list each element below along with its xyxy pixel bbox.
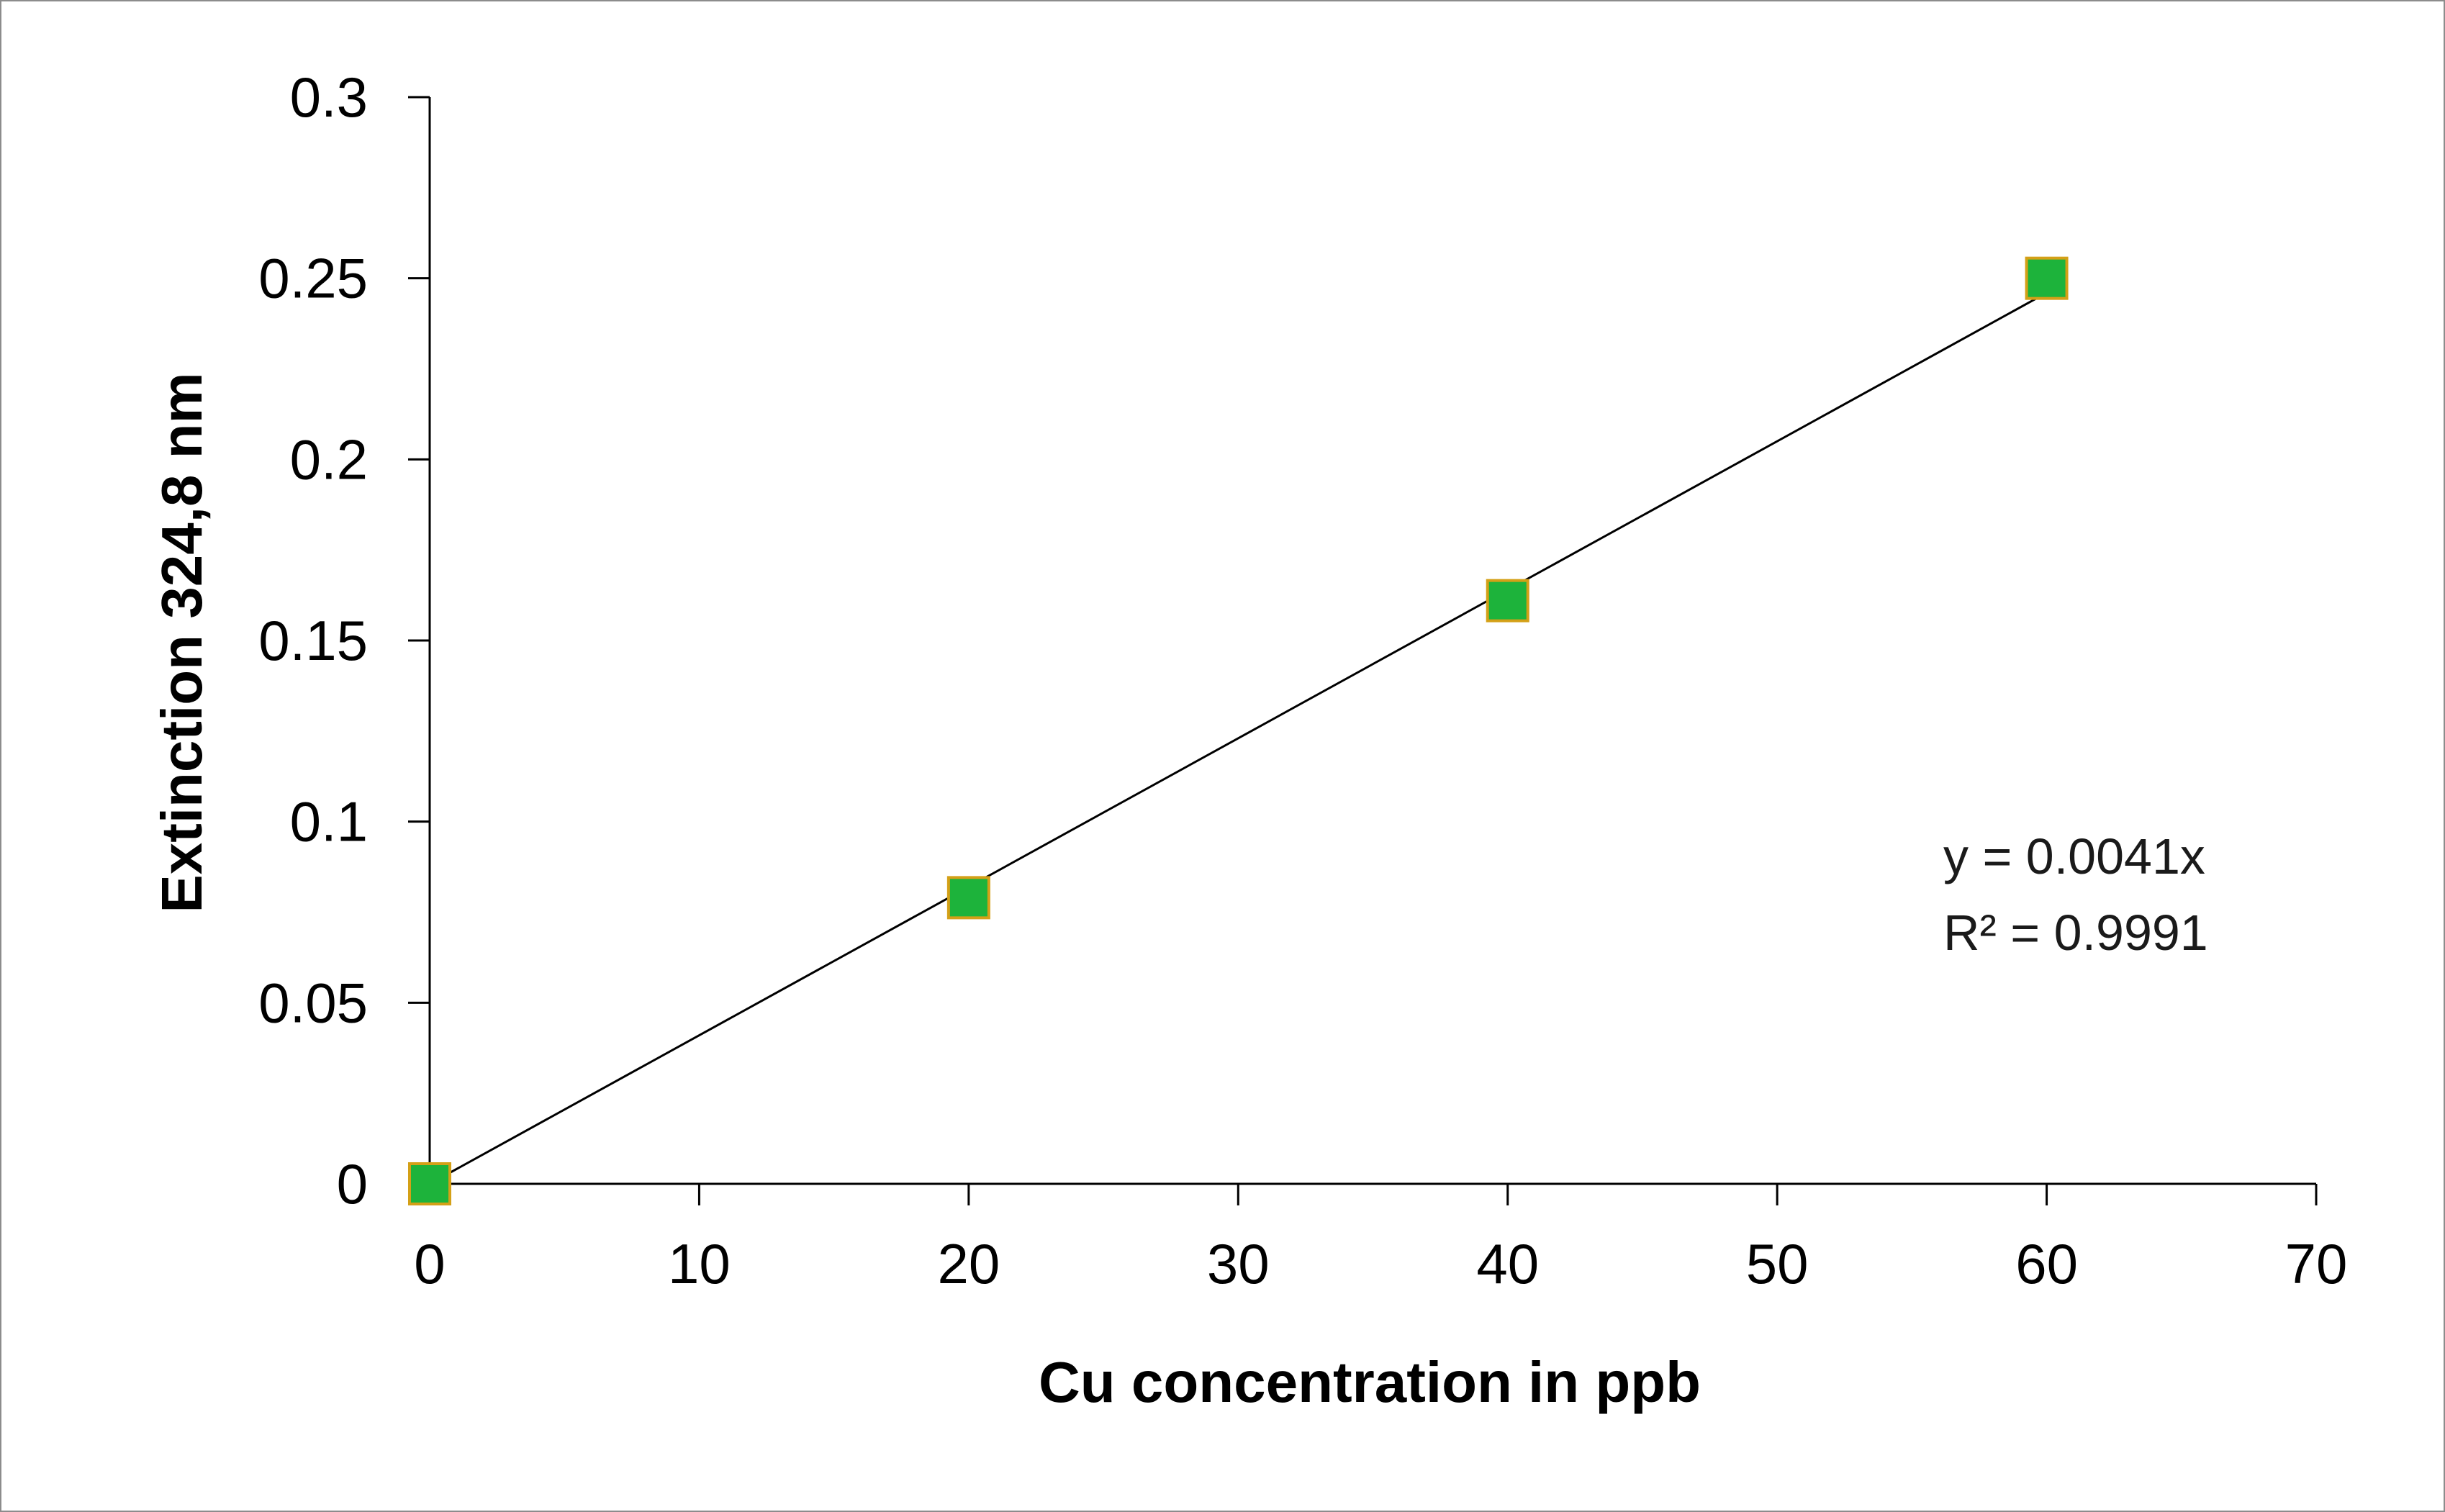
x-tick-label: 40: [1476, 1232, 1539, 1295]
data-point: [2025, 256, 2069, 300]
data-points: [408, 256, 2069, 1205]
data-point: [946, 876, 990, 920]
r-squared-label: R² = 0.9991: [1943, 905, 2208, 961]
y-tick-label: 0.05: [258, 971, 368, 1034]
trendline: [429, 291, 2048, 1185]
x-tick-label: 0: [414, 1232, 445, 1295]
x-axis-title: Cu concentration in ppb: [1039, 1350, 1701, 1414]
trendline-group: [429, 291, 2048, 1185]
y-axis-title: Extinction 324,8 nm: [150, 372, 214, 913]
x-axis-ticks: 0 10 20 30 40 50 60 70: [414, 1184, 2347, 1295]
x-tick-label: 60: [2015, 1232, 2078, 1295]
y-tick-label: 0: [337, 1152, 368, 1216]
x-tick-label: 50: [1746, 1232, 1809, 1295]
x-tick-label: 70: [2285, 1232, 2348, 1295]
y-tick-label: 0.15: [258, 609, 368, 672]
y-tick-label: 0.3: [290, 65, 368, 129]
y-tick-label: 0.2: [290, 427, 368, 491]
x-tick-label: 20: [937, 1232, 1000, 1295]
x-tick-label: 30: [1207, 1232, 1270, 1295]
x-tick-label: 10: [668, 1232, 731, 1295]
y-tick-label: 0.25: [258, 247, 368, 310]
trendline-equation: y = 0.0041x: [1943, 828, 2205, 884]
data-point: [408, 1162, 451, 1205]
data-point: [1486, 579, 1529, 623]
y-tick-label: 0.1: [290, 790, 368, 854]
y-axis-ticks: 0 0.05 0.1 0.15 0.2 0.25 0.3: [258, 65, 430, 1216]
